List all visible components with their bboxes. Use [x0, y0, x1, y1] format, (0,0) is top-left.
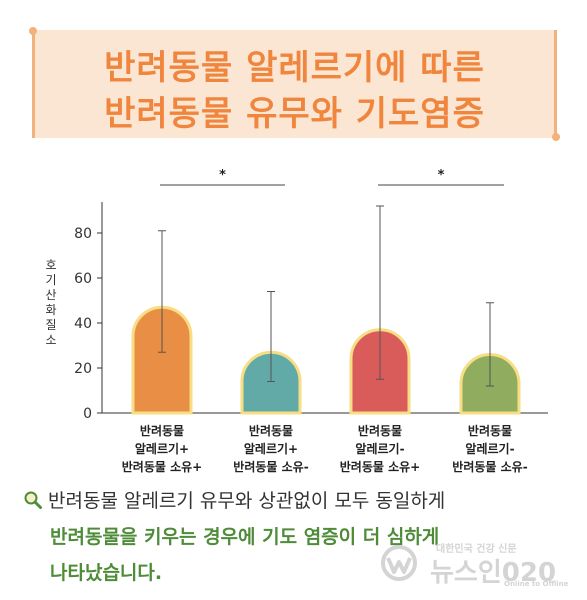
watermark-logo-icon: [381, 545, 417, 581]
x-tick-label: 반려동물 소유-: [233, 459, 308, 474]
title-line-1: 반려동물 알레르기에 따른: [104, 48, 485, 88]
note-line-2: 반려동물을 키우는 경우에 기도 염증이 더 심하게: [50, 526, 440, 548]
note-line-3: 나타났습니다.: [50, 562, 163, 584]
significance-label: *: [438, 168, 445, 183]
note-text-1: 반려동물 알레르기 유무와 상관없이 모두 동일하게: [48, 490, 446, 512]
title-dot-right: [552, 133, 560, 141]
y-tick-label: 20: [74, 361, 92, 377]
y-tick-label: 40: [74, 316, 92, 332]
x-tick-label: 알레르기-: [355, 441, 404, 456]
title-line-2: 반려동물 유무와 기도염증: [104, 94, 485, 134]
title-dot-left: [29, 27, 37, 35]
bar: [131, 305, 193, 415]
significance-label: *: [219, 168, 226, 183]
x-tick-label: 알레르기-: [465, 441, 514, 456]
title-box: 반려동물 알레르기에 따른 반려동물 유무와 기도염증: [29, 27, 560, 141]
x-tick-label: 반려동물: [140, 423, 184, 438]
x-tick-label: 반려동물: [358, 423, 402, 438]
watermark-main: 뉴스인020: [430, 558, 557, 588]
x-tick-label: 반려동물 소유+: [122, 459, 202, 474]
note-line-1: 반려동물 알레르기 유무와 상관없이 모두 동일하게: [24, 486, 445, 513]
x-tick-label: 반려동물: [468, 423, 512, 438]
watermark-tag: Online to Offline: [504, 580, 569, 588]
x-tick-label: 알레르기+: [244, 441, 298, 456]
watermark: 대한민국 건강 신문 뉴스인020 Online to Offline: [374, 538, 574, 588]
y-tick-label: 60: [74, 271, 92, 287]
y-tick-label: 80: [74, 226, 92, 242]
x-tick-label: 알레르기+: [135, 441, 189, 456]
y-axis-label: 호기산화질소: [45, 258, 57, 347]
y-tick-label: 0: [83, 406, 92, 422]
watermark-sub: 대한민국 건강 신문: [436, 544, 517, 555]
x-tick-label: 반려동물 소유-: [452, 459, 527, 474]
magnifier-icon: [24, 491, 42, 509]
x-tick-label: 반려동물: [249, 423, 293, 438]
x-tick-label: 반려동물 소유+: [340, 459, 420, 474]
bar: [240, 350, 302, 415]
